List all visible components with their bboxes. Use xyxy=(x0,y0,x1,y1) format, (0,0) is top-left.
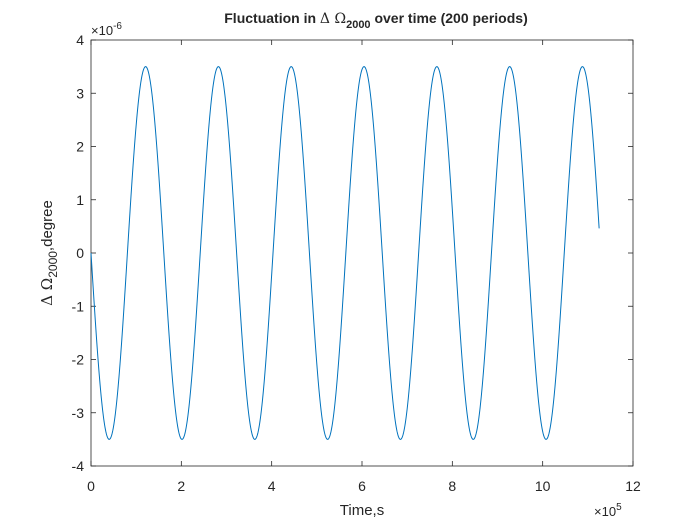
x-tick-label: 4 xyxy=(268,478,276,494)
y-exponent-power: -6 xyxy=(113,21,122,32)
x-tick-label: 0 xyxy=(87,478,95,494)
x-tick-label: 10 xyxy=(535,478,551,494)
y-tick-label: 1 xyxy=(76,192,84,208)
y-exponent-base: ×10 xyxy=(91,23,113,38)
chart-title-subscript: 2000 xyxy=(346,19,370,31)
chart-title-prefix: Fluctuation in xyxy=(224,10,320,26)
x-exponent-label: ×105 xyxy=(594,502,622,519)
y-tick-label: -1 xyxy=(72,298,85,314)
chart-title-symbol: Δ Ω xyxy=(320,11,346,27)
y-axis-label: Δ Ω2000,degree xyxy=(38,200,60,306)
y-tick-label: 0 xyxy=(76,245,84,261)
y-tick-label: 2 xyxy=(76,139,84,155)
x-tick-label: 6 xyxy=(358,478,366,494)
y-tick-label: 4 xyxy=(76,32,84,48)
x-tick-label: 12 xyxy=(625,478,641,494)
x-tick-label: 8 xyxy=(448,478,456,494)
y-axis-label-subscript: 2000 xyxy=(46,251,60,278)
series-line xyxy=(90,66,600,440)
y-tick-label: -3 xyxy=(72,405,85,421)
y-axis-label-symbol: Δ Ω xyxy=(38,278,56,306)
chart-title: Fluctuation in Δ Ω2000 over time (200 pe… xyxy=(224,10,527,31)
x-axis-label: Time,s xyxy=(340,502,384,519)
x-tick-labels: 0 2 4 6 8 10 12 xyxy=(87,478,641,494)
y-tick-labels: -4 -3 -2 -1 0 1 2 3 4 xyxy=(72,32,85,474)
y-tick-label: -2 xyxy=(72,352,85,368)
y-tick-label: -4 xyxy=(72,458,85,474)
y-exponent-label: ×10-6 xyxy=(91,21,122,38)
chart-title-suffix: over time (200 periods) xyxy=(371,10,528,26)
y-axis-label-suffix: ,degree xyxy=(39,200,56,251)
x-exponent-power: 5 xyxy=(616,502,622,513)
x-tick-label: 2 xyxy=(177,478,185,494)
axes xyxy=(90,39,634,467)
plot-frame xyxy=(90,39,634,467)
y-tick-label: 3 xyxy=(76,85,84,101)
x-exponent-base: ×10 xyxy=(594,504,616,519)
